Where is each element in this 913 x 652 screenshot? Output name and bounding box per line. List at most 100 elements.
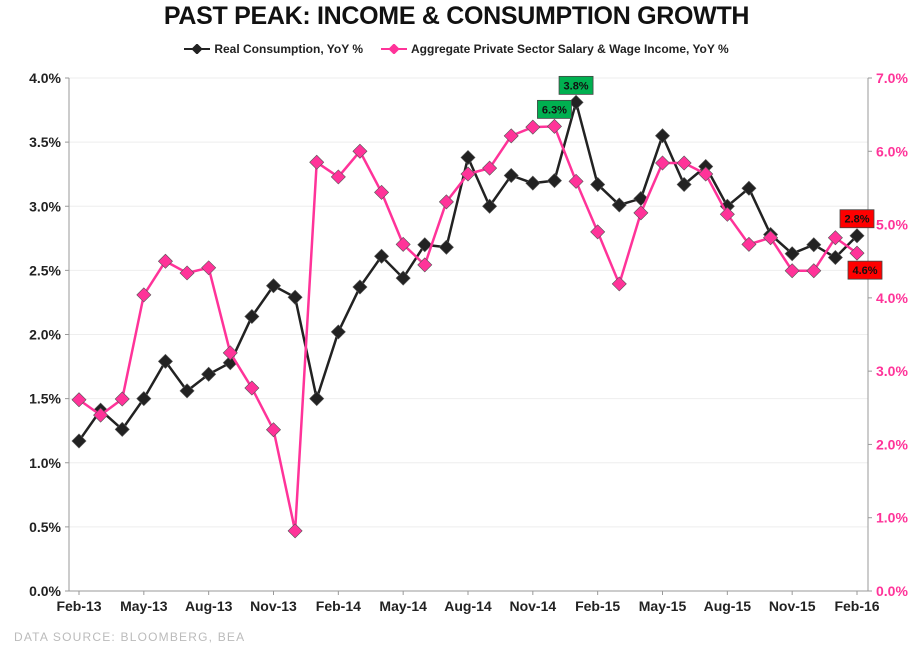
data-point-income — [763, 230, 779, 246]
y-left-tick-label: 0.0% — [29, 583, 61, 599]
data-point-consumption — [460, 150, 476, 166]
y-left-tick-label: 2.5% — [29, 262, 61, 278]
y-right-tick-label: 7.0% — [876, 70, 908, 86]
x-tick-label: Aug-13 — [185, 598, 233, 614]
data-point-consumption — [568, 94, 584, 110]
data-point-income — [330, 169, 346, 185]
data-point-consumption — [201, 366, 217, 382]
data-point-income — [806, 263, 822, 279]
x-tick-label: May-15 — [639, 598, 687, 614]
data-point-consumption — [827, 250, 843, 266]
y-right-tick-label: 3.0% — [876, 363, 908, 379]
y-left-tick-label: 4.0% — [29, 70, 61, 86]
data-point-consumption — [71, 433, 87, 449]
data-point-consumption — [546, 173, 562, 189]
data-point-income — [309, 154, 325, 170]
data-label: 2.8% — [844, 214, 869, 226]
data-point-income — [460, 166, 476, 182]
legend-item-income: Aggregate Private Sector Salary & Wage I… — [381, 42, 729, 56]
data-point-income — [784, 263, 800, 279]
x-tick-label: Feb-14 — [316, 598, 361, 614]
data-point-income — [71, 392, 87, 408]
y-left-tick-label: 1.0% — [29, 455, 61, 471]
data-point-income — [503, 128, 519, 144]
data-point-consumption — [503, 167, 519, 183]
data-point-consumption — [266, 278, 281, 294]
y-left-tick-label: 3.5% — [29, 134, 61, 150]
legend-label: Aggregate Private Sector Salary & Wage I… — [411, 42, 729, 56]
data-point-consumption — [417, 237, 433, 253]
x-tick-label: Nov-15 — [769, 598, 816, 614]
legend-label: Real Consumption, YoY % — [214, 42, 363, 56]
data-label: 6.3% — [542, 104, 567, 116]
data-source: DATA SOURCE: BLOOMBERG, BEA — [14, 630, 246, 644]
x-tick-label: Aug-15 — [704, 598, 752, 614]
data-point-consumption — [698, 158, 714, 174]
data-point-consumption — [309, 391, 325, 407]
data-point-income — [676, 155, 692, 171]
data-point-consumption — [287, 289, 303, 305]
data-point-income — [244, 380, 260, 396]
data-point-income — [546, 118, 562, 134]
data-point-income — [633, 205, 649, 221]
data-point-income — [179, 265, 195, 281]
data-point-consumption — [590, 176, 606, 192]
data-point-income — [590, 224, 606, 240]
data-point-income — [482, 160, 498, 176]
data-point-income — [287, 523, 303, 539]
data-point-consumption — [784, 246, 800, 262]
x-tick-label: May-14 — [379, 598, 427, 614]
data-point-income — [266, 422, 281, 438]
data-label: 4.6% — [852, 265, 877, 277]
chart-title: PAST PEAK: INCOME & CONSUMPTION GROWTH — [163, 2, 750, 30]
y-right-tick-label: 5.0% — [876, 217, 908, 233]
data-point-consumption — [395, 270, 411, 286]
y-left-tick-label: 1.5% — [29, 391, 61, 407]
y-right-tick-label: 0.0% — [876, 583, 908, 599]
data-point-consumption — [374, 248, 390, 264]
data-point-income — [352, 143, 368, 159]
data-point-income — [698, 166, 714, 182]
data-point-income — [222, 345, 238, 361]
data-point-income — [114, 391, 130, 407]
y-left-tick-label: 2.0% — [29, 327, 61, 343]
data-point-consumption — [655, 128, 670, 144]
data-label-box — [847, 260, 883, 280]
data-point-consumption — [244, 309, 260, 325]
data-point-consumption — [806, 237, 822, 253]
x-tick-label: Feb-13 — [56, 598, 101, 614]
data-point-income — [417, 257, 433, 273]
data-point-consumption — [849, 228, 865, 244]
data-point-consumption — [114, 421, 130, 437]
data-point-income — [395, 236, 411, 252]
y-right-tick-label: 1.0% — [876, 510, 908, 526]
data-point-consumption — [157, 353, 173, 369]
x-tick-label: Nov-14 — [509, 598, 556, 614]
data-point-income — [201, 260, 217, 276]
data-point-consumption — [676, 176, 692, 192]
y-right-tick-label: 6.0% — [876, 143, 908, 159]
y-right-tick-label: 4.0% — [876, 290, 908, 306]
y-right-tick-label: 2.0% — [876, 436, 908, 452]
data-point-consumption — [352, 279, 368, 295]
data-point-consumption — [330, 324, 346, 340]
y-left-tick-label: 0.5% — [29, 519, 61, 535]
data-point-income — [136, 287, 152, 303]
data-label-box — [839, 209, 875, 229]
data-point-consumption — [741, 180, 757, 196]
legend-marker-pink — [381, 44, 407, 54]
data-point-income — [611, 276, 627, 292]
data-point-income — [525, 119, 541, 135]
data-point-consumption — [136, 391, 152, 407]
data-point-consumption — [482, 198, 498, 214]
data-point-income — [741, 236, 757, 252]
data-point-income — [827, 230, 843, 246]
legend-item-consumption: Real Consumption, YoY % — [184, 42, 363, 56]
data-point-consumption — [611, 197, 627, 213]
data-point-consumption — [525, 175, 541, 191]
data-label-box — [537, 99, 572, 119]
data-label-box — [558, 75, 594, 95]
data-label: 3.8% — [564, 80, 589, 92]
y-left-tick-label: 3.0% — [29, 198, 61, 214]
